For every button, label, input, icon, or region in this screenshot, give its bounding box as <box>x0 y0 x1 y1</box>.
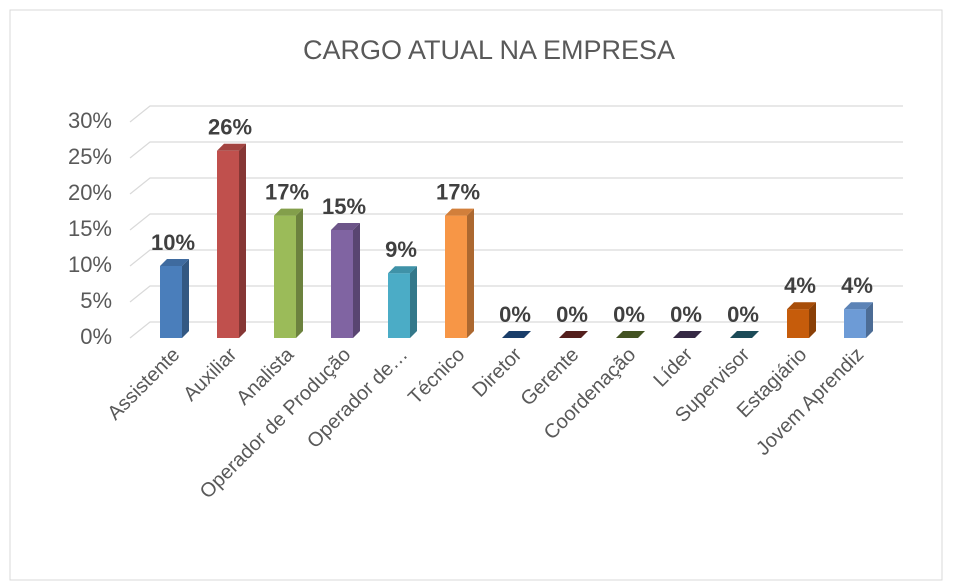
bar <box>673 331 702 338</box>
data-label: 17% <box>265 179 309 204</box>
y-tick-label: 0% <box>80 324 112 349</box>
bar-top <box>502 331 531 338</box>
grid-line <box>129 321 903 339</box>
y-tick-label: 20% <box>68 180 112 205</box>
bar <box>160 259 189 338</box>
bar <box>388 266 417 338</box>
bar-side-shade <box>410 266 417 338</box>
bar <box>274 208 303 338</box>
grid-line <box>129 177 903 195</box>
bar-top-shade <box>559 331 588 338</box>
data-label: 0% <box>499 302 531 327</box>
bar-top-shade <box>388 266 417 274</box>
data-label: 26% <box>208 115 252 140</box>
bar-top <box>274 208 303 216</box>
bar-top <box>673 331 702 338</box>
data-label: 10% <box>151 230 195 255</box>
y-tick-label: 30% <box>68 108 112 133</box>
bar-front <box>331 230 353 338</box>
data-label: 9% <box>385 237 417 262</box>
data-label: 0% <box>556 302 588 327</box>
bar-top-shade <box>331 223 360 230</box>
bar-side <box>866 302 873 338</box>
bar-side <box>467 208 474 338</box>
bar-top <box>445 208 474 216</box>
bar-side-shade <box>809 302 816 338</box>
bar-top <box>844 302 873 310</box>
bar <box>217 143 246 338</box>
bar-top <box>217 143 246 151</box>
bar-top-shade <box>787 302 816 310</box>
bar-top-shade <box>730 331 759 338</box>
y-tick-label: 15% <box>68 216 112 241</box>
bar-top-shade <box>673 331 702 338</box>
data-label: 0% <box>670 302 702 327</box>
bar-side <box>410 266 417 338</box>
bar-top-shade <box>274 208 303 216</box>
bar-top <box>331 223 360 230</box>
bar-side <box>353 223 360 338</box>
bar-side <box>239 143 246 338</box>
bar-side <box>809 302 816 338</box>
grid-line <box>129 105 903 123</box>
bar <box>616 331 645 338</box>
data-label: 15% <box>322 194 366 219</box>
bar-top-shade <box>217 143 246 151</box>
bar-top <box>787 302 816 310</box>
bar-side <box>182 259 189 338</box>
grid-line <box>129 285 903 303</box>
bar-top-shade <box>160 259 189 266</box>
chart-title: CARGO ATUAL NA EMPRESA <box>303 35 675 65</box>
bar <box>502 331 531 338</box>
bar-top <box>388 266 417 274</box>
bar-side-shade <box>239 143 246 338</box>
grid-line <box>129 249 903 267</box>
bar-side-shade <box>182 259 189 338</box>
bar-side <box>296 208 303 338</box>
bar-top-shade <box>502 331 531 338</box>
bar <box>787 302 816 338</box>
bar-top <box>160 259 189 266</box>
bar <box>445 208 474 338</box>
bar-front <box>274 215 296 338</box>
bar-top <box>559 331 588 338</box>
data-label: 4% <box>784 273 816 298</box>
y-tick-label: 25% <box>68 144 112 169</box>
bar-side-shade <box>467 208 474 338</box>
bar-side-shade <box>866 302 873 338</box>
bar-top-shade <box>445 208 474 216</box>
data-label: 17% <box>436 179 480 204</box>
data-label: 0% <box>613 302 645 327</box>
bar-top-shade <box>616 331 645 338</box>
bar-front <box>445 215 467 338</box>
bar-front <box>217 150 239 338</box>
bar-front <box>787 309 809 338</box>
bar-side-shade <box>353 223 360 338</box>
bar-top-shade <box>844 302 873 310</box>
bar-front <box>160 266 182 338</box>
bar <box>844 302 873 338</box>
bar <box>559 331 588 338</box>
bar <box>331 223 360 338</box>
grid-line <box>129 141 903 159</box>
bar-top <box>616 331 645 338</box>
data-label: 0% <box>727 302 759 327</box>
y-tick-label: 10% <box>68 252 112 277</box>
grid-line <box>129 213 903 231</box>
bar-top <box>730 331 759 338</box>
bar <box>730 331 759 338</box>
bar-front <box>388 273 410 338</box>
y-tick-label: 5% <box>80 288 112 313</box>
bar-side-shade <box>296 208 303 338</box>
data-label: 4% <box>841 273 873 298</box>
bar-front <box>844 309 866 338</box>
